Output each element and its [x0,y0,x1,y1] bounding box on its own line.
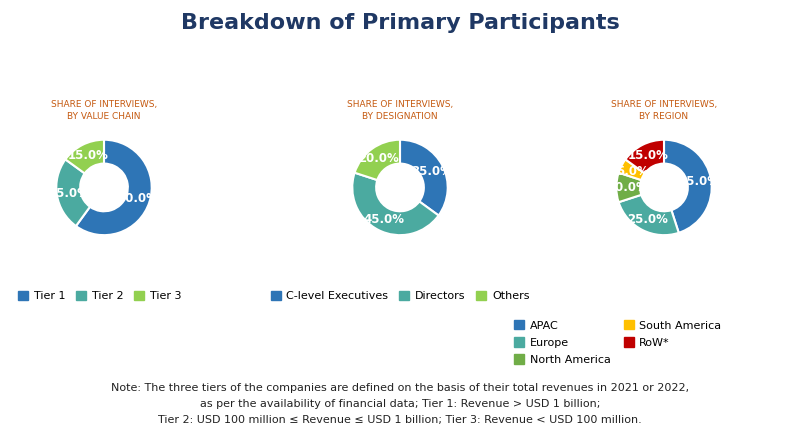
Title: SHARE OF INTERVIEWS,
BY DESIGNATION: SHARE OF INTERVIEWS, BY DESIGNATION [347,100,453,121]
Legend: C-level Executives, Directors, Others: C-level Executives, Directors, Others [266,286,534,305]
Text: 25.0%: 25.0% [627,213,668,226]
Text: 5.0%: 5.0% [616,165,649,178]
Text: 20.0%: 20.0% [358,152,399,165]
Wedge shape [352,173,438,235]
Text: Breakdown of Primary Participants: Breakdown of Primary Participants [181,13,619,33]
Text: 45.0%: 45.0% [363,213,404,226]
Wedge shape [626,140,664,173]
Wedge shape [66,140,104,173]
Title: SHARE OF INTERVIEWS,
BY REGION: SHARE OF INTERVIEWS, BY REGION [611,100,717,121]
Wedge shape [618,195,678,235]
Text: 15.0%: 15.0% [67,149,108,162]
Text: 10.0%: 10.0% [608,181,649,194]
Text: 45.0%: 45.0% [679,176,720,188]
Legend: Tier 1, Tier 2, Tier 3: Tier 1, Tier 2, Tier 3 [14,286,186,305]
Wedge shape [618,159,645,180]
Legend: APAC, Europe, North America, South America, RoW*: APAC, Europe, North America, South Ameri… [510,316,726,369]
Title: SHARE OF INTERVIEWS,
BY VALUE CHAIN: SHARE OF INTERVIEWS, BY VALUE CHAIN [51,100,157,121]
Wedge shape [354,140,400,180]
Text: 25.0%: 25.0% [48,187,89,199]
Text: Note: The three tiers of the companies are defined on the basis of their total r: Note: The three tiers of the companies a… [111,383,689,425]
Wedge shape [616,173,642,202]
Wedge shape [400,140,448,216]
Wedge shape [76,140,152,235]
Text: 35.0%: 35.0% [411,165,452,178]
Text: 60.0%: 60.0% [118,192,158,205]
Wedge shape [664,140,712,233]
Text: 15.0%: 15.0% [627,149,668,162]
Wedge shape [56,159,90,226]
